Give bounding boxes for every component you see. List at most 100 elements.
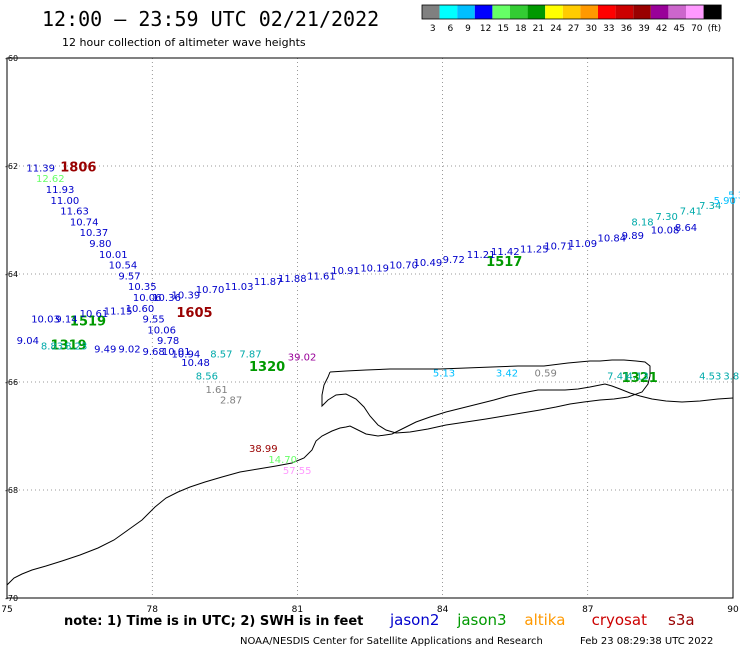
swh-value: 10.61 [80, 309, 109, 320]
latitude-label: -68 [5, 486, 18, 495]
longitude-labels: 75 78 81 84 87 90 [1, 605, 739, 615]
satellite-name: jason3 [456, 611, 506, 629]
swh-value: 9.57 [118, 271, 140, 282]
satellite-name: s3a [668, 611, 695, 629]
pass-time-labels: 1806 1519 1319 1605 1320 1517 1321 [51, 160, 658, 386]
legend-swatch [580, 5, 598, 19]
swh-value: 10.03 [31, 315, 60, 326]
legend-swatch [598, 5, 616, 19]
legend-label: 30 [585, 24, 597, 34]
swh-value: 10.54 [109, 261, 138, 272]
swh-value: 7.30 [656, 212, 678, 223]
legend-label: 9 [465, 24, 471, 34]
swh-value: 10.39 [172, 290, 201, 301]
legend-swatch [439, 5, 458, 19]
swh-value: 10.70 [196, 285, 225, 296]
legend-swatch [703, 5, 722, 19]
swh-value: 5.90 [714, 196, 736, 207]
swh-value: 57.55 [283, 466, 312, 477]
swh-value: 5.33 [728, 190, 740, 201]
longitude-label: 78 [146, 605, 158, 615]
swh-value: 10.06 [133, 293, 162, 304]
swh-value: 7.41 [607, 371, 629, 382]
legend-label: 3 [430, 24, 436, 34]
swh-value: 11.21 [467, 250, 496, 261]
swh-value: 10.91 [331, 266, 360, 277]
swh-value: 1.61 [205, 385, 227, 396]
latitude-label: -64 [5, 270, 18, 279]
swh-value: 11.03 [225, 282, 254, 293]
swh-value: 8.23 [65, 342, 87, 353]
swh-value: 10.94 [172, 350, 201, 361]
legend-swatch [510, 5, 528, 19]
legend-label: 21 [533, 24, 544, 34]
swh-value: 38.99 [249, 444, 278, 455]
legend-label: 27 [568, 24, 579, 34]
swh-value: 5.13 [433, 369, 455, 380]
satellite-name: cryosat [592, 611, 647, 629]
legend-label: 39 [638, 24, 650, 34]
swh-value: 9.80 [89, 239, 111, 250]
swh-value: 9.72 [443, 255, 465, 266]
swh-value: 3.88 [723, 371, 740, 382]
swh-value: 11.61 [307, 271, 336, 282]
swh-value: 10.36 [152, 293, 181, 304]
swh-value: 14.70 [268, 455, 297, 466]
legend-label: 24 [550, 24, 562, 34]
swh-value: 7.87 [239, 350, 261, 361]
swh-value: 9.04 [17, 336, 39, 347]
latitude-labels: -60 -62 -64 -66 -68 -70 [5, 54, 18, 603]
legend-swatch [668, 5, 686, 19]
map-gridlines [7, 58, 733, 598]
swh-value: 12.62 [36, 174, 65, 185]
page-title: 12:00 – 23:59 UTC 02/21/2022 [42, 7, 379, 31]
swh-value: 11.15 [104, 307, 133, 318]
swh-value: 11.93 [46, 185, 75, 196]
swh-value: 10.49 [414, 258, 443, 269]
swh-value: 9.49 [94, 344, 116, 355]
swh-value: 10.70 [389, 261, 418, 272]
footer-note: note: 1) Time is in UTC; 2) SWH is in fe… [64, 614, 363, 629]
legend-swatch [492, 5, 510, 19]
longitude-label: 87 [582, 605, 593, 615]
latitude-label: -62 [5, 162, 18, 171]
legend-label: 70 [691, 24, 703, 34]
swh-value: 8.64 [675, 223, 697, 234]
swh-value: 10.60 [126, 304, 155, 315]
swh-value: 10.84 [597, 234, 626, 245]
legend-swatch [686, 5, 704, 19]
longitude-label: 75 [1, 605, 12, 615]
legend-swatch [545, 5, 563, 19]
legend-swatch [527, 5, 546, 19]
swh-value: 11.42 [491, 247, 520, 258]
swh-value: 7.41 [680, 207, 702, 218]
legend-label: (ft) [708, 24, 722, 34]
latitude-label: -66 [5, 378, 18, 387]
legend-label: 18 [515, 24, 527, 34]
swh-value: 9.89 [622, 231, 644, 242]
satellite-name: altika [524, 611, 565, 629]
credit-text: NOAA/NESDIS Center for Satellite Applica… [240, 636, 543, 647]
swh-value: 10.01 [99, 250, 128, 261]
satellite-name: jason2 [389, 611, 439, 629]
longitude-label: 90 [727, 605, 739, 615]
legend-swatch [615, 5, 634, 19]
swh-value: 9.78 [157, 336, 179, 347]
legend-swatch [457, 5, 475, 19]
latitude-label: -70 [5, 594, 18, 603]
legend-label: 33 [603, 24, 614, 34]
swh-value: 2.87 [220, 396, 242, 407]
longitude-label: 81 [292, 605, 303, 615]
legend-label: 15 [497, 24, 508, 34]
legend-swatch [633, 5, 651, 19]
swh-value: 10.35 [128, 282, 157, 293]
swh-value: 8.18 [631, 217, 653, 228]
swh-value: 10.06 [147, 325, 176, 336]
swh-value: 10.74 [70, 217, 99, 228]
swh-value: 11.09 [568, 239, 597, 250]
swh-value: 11.88 [278, 274, 307, 285]
legend-swatch [474, 5, 493, 19]
swh-value: 8.57 [210, 350, 232, 361]
swh-value: 4.53 [699, 371, 721, 382]
